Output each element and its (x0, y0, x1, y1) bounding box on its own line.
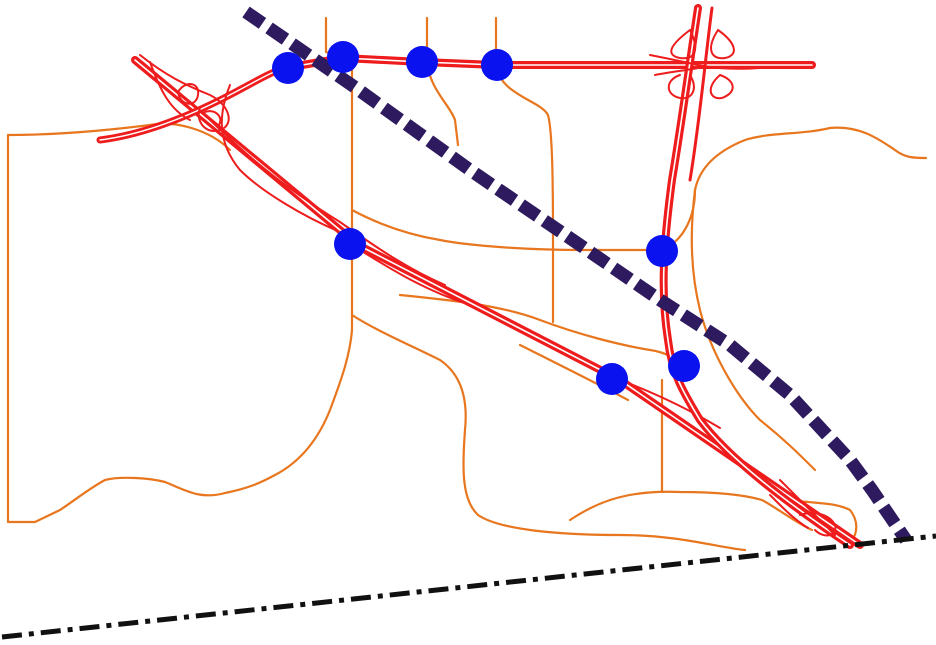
junction-marker[interactable] (646, 235, 678, 267)
interchange-northwest (139, 54, 341, 233)
junction-marker[interactable] (334, 228, 366, 260)
junction-marker[interactable] (481, 49, 513, 81)
local-road-arterial-east-west (350, 208, 664, 252)
boundary-line (1, 533, 936, 640)
junction-marker[interactable] (327, 41, 359, 73)
local-road-southeast-loop (568, 490, 814, 532)
local-road-south-loop (350, 313, 747, 552)
local-road-south-frontage (518, 343, 630, 402)
local-road-north-spur-3 (494, 16, 555, 324)
highway-west-spur (96, 64, 289, 144)
highway-diagonal-ramps (199, 109, 721, 429)
local-road-east-south (690, 188, 817, 472)
junction-marker[interactable] (406, 46, 438, 78)
interchange-southeast (769, 479, 837, 537)
rail-line (242, 6, 912, 544)
junction-marker[interactable] (272, 52, 304, 84)
junctions (272, 41, 700, 395)
local-road-west-loop (6, 123, 354, 524)
highway-north-south (659, 4, 854, 549)
interchange-northeast (649, 29, 761, 100)
junction-marker[interactable] (668, 350, 700, 382)
junction-marker[interactable] (596, 363, 628, 395)
